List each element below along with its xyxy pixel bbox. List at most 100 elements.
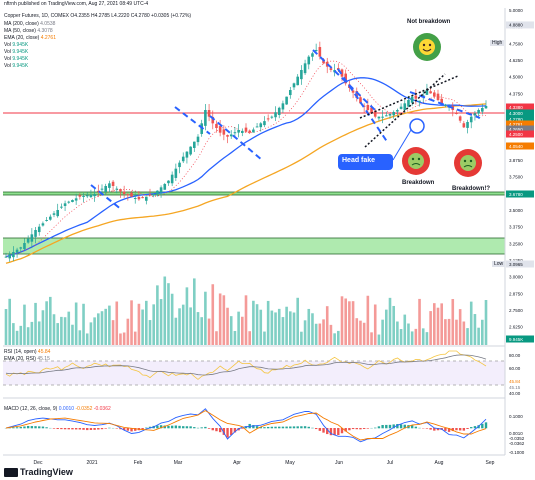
- volume-bar: [119, 333, 122, 345]
- volume-bar: [78, 330, 82, 345]
- macd-hist-bar: [429, 428, 432, 430]
- volume-bar: [100, 311, 104, 345]
- candle: [281, 100, 285, 113]
- volume-bar: [71, 324, 74, 345]
- volume-bar: [469, 301, 473, 345]
- volume-bar: [170, 293, 174, 345]
- candle: [266, 114, 270, 122]
- indicator-value: 4.2761: [40, 35, 56, 41]
- volume-bar: [337, 330, 340, 345]
- volume-bar: [410, 331, 414, 345]
- volume-bar: [355, 318, 359, 345]
- indicator-label: MA (200, close): [4, 21, 41, 27]
- tradingview-text: TradingView: [20, 467, 73, 477]
- volume-bar: [281, 317, 285, 345]
- macd-hist-bar: [362, 428, 366, 429]
- macd-hist-bar: [23, 426, 26, 429]
- volume-bar: [392, 305, 395, 345]
- rsi-ema-value: 45.15: [37, 356, 50, 362]
- candle: [45, 217, 48, 222]
- macd-v1: 0.0010: [58, 406, 75, 412]
- macd-hist-bar: [377, 426, 381, 429]
- macd-hist-bar: [141, 428, 144, 430]
- volume-bar: [351, 301, 355, 345]
- candle: [303, 59, 307, 76]
- macd-hist-bar: [52, 428, 56, 429]
- candle: [307, 55, 311, 70]
- volume-bar: [377, 334, 381, 345]
- volume-bar: [396, 321, 399, 345]
- high-value-text: 4.8880: [509, 23, 523, 28]
- candle: [49, 214, 52, 221]
- volume-bar: [178, 308, 181, 345]
- volume-bar: [97, 313, 100, 345]
- macd-hist-bar: [45, 427, 48, 429]
- macd-hist-bar: [233, 428, 237, 433]
- time-tick-label: Dec: [34, 460, 43, 466]
- macd-hist-bar: [381, 425, 384, 429]
- volume-bar: [159, 299, 163, 345]
- candle: [473, 110, 477, 121]
- volume-bar: [93, 317, 96, 345]
- macd-hist-bar: [222, 428, 226, 435]
- indicator-label: Vol: [4, 42, 13, 48]
- volume-bar: [19, 325, 23, 345]
- candle: [318, 41, 322, 60]
- candle: [462, 121, 466, 129]
- not-breakdown-label: Not breakdown: [407, 19, 451, 25]
- volume-bar: [4, 309, 8, 345]
- candle: [189, 146, 192, 156]
- happy-face-icon: [413, 33, 441, 61]
- rsi-tick-label: 45.15: [509, 385, 521, 390]
- volume-bar: [130, 300, 133, 345]
- volume-bar: [307, 308, 311, 345]
- candle: [115, 186, 119, 194]
- volume-bar: [433, 303, 436, 345]
- volume-bar: [370, 332, 373, 345]
- macd-hist-bar: [145, 427, 148, 429]
- macd-hist-bar: [60, 428, 63, 430]
- volume-bar: [481, 319, 484, 345]
- candle: [440, 94, 443, 104]
- macd-hist-bar: [366, 428, 370, 429]
- low-value-text: 3.0965: [509, 262, 523, 267]
- volume-bar: [322, 319, 325, 345]
- volume-bar: [26, 327, 30, 345]
- macd-hist-bar: [388, 424, 392, 429]
- candle: [167, 180, 170, 186]
- volume-bar: [204, 291, 207, 345]
- time-tick-label: Mar: [174, 460, 183, 466]
- volume-bar: [108, 305, 111, 345]
- macd-hist-bar: [130, 428, 133, 432]
- price-label-text: 9.945K: [509, 337, 523, 342]
- volume-bar: [333, 333, 336, 345]
- macd-hist-bar: [93, 428, 96, 430]
- tradingview-logo[interactable]: TradingView: [4, 467, 73, 477]
- price-label-tag: [506, 190, 534, 198]
- volume-bar: [329, 324, 333, 345]
- rsi-tick-label: 80.00: [509, 353, 521, 358]
- candle: [185, 151, 189, 164]
- macd-hist-bar: [8, 427, 11, 429]
- volume-bar: [447, 318, 451, 345]
- volume-bar: [167, 283, 170, 345]
- macd-hist-bar: [63, 428, 67, 430]
- candle: [26, 235, 30, 244]
- volume-bar: [414, 328, 418, 345]
- candle: [141, 196, 144, 199]
- macd-hist-bar: [204, 426, 207, 429]
- volume-bar: [60, 316, 63, 345]
- volume-bar: [388, 297, 392, 345]
- volume-bar: [359, 320, 362, 345]
- volume-bar: [122, 332, 126, 345]
- volume-bar: [466, 328, 469, 345]
- candle: [433, 89, 436, 99]
- volume-bar: [259, 309, 263, 345]
- macd-hist-bar: [425, 428, 429, 429]
- candle: [399, 103, 403, 110]
- rsi-value: 45.84: [37, 349, 51, 355]
- price-label-tag: [506, 120, 534, 128]
- volume-bar: [407, 323, 410, 345]
- volume-bar: [244, 295, 248, 345]
